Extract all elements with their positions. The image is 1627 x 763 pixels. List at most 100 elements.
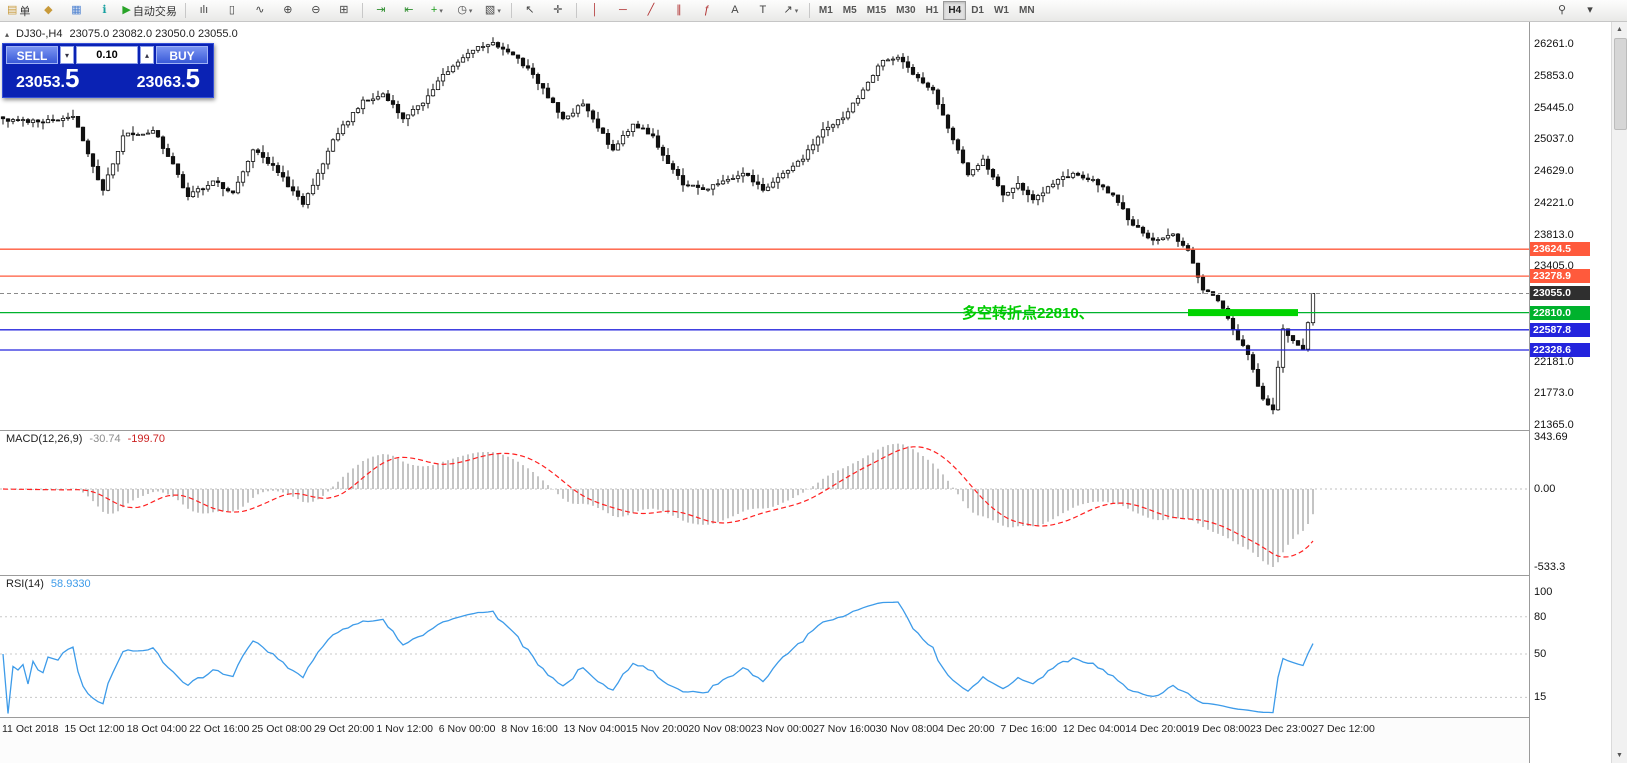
profiles-button[interactable]: ◆ [34, 1, 62, 21]
volume-input[interactable] [76, 46, 138, 64]
resistance-line-upper-tag: 23624.5 [1530, 242, 1590, 257]
macd-axis-label: 0.00 [1534, 483, 1556, 495]
candlestick-button[interactable]: ▯ [218, 1, 246, 21]
time-axis-label: 7 Dec 16:00 [1000, 723, 1058, 735]
autotrading-button[interactable]: ▶ 自动交易 [118, 1, 180, 21]
volume-decrease-icon: ▾ [64, 50, 69, 60]
buy-button[interactable]: BUY [156, 46, 208, 64]
label-button[interactable]: T [749, 1, 777, 21]
scroll-down-button[interactable]: ▼ [1612, 748, 1627, 763]
search-icon: ⚲ [1557, 4, 1567, 16]
price-axis[interactable]: 26261.0 25853.0 25445.0 25037.0 24629.0 24221… [1529, 22, 1611, 763]
periods-button[interactable]: ◷ ▾ [451, 1, 479, 21]
line-chart-button[interactable]: ∿ [246, 1, 274, 21]
vertical-scrollbar[interactable]: ▲ ▼ [1611, 22, 1627, 763]
buy-price-pip: 5 [185, 63, 200, 93]
price-axis-label: 25445.0 [1534, 101, 1574, 114]
rsi-axis-label: 15 [1534, 691, 1547, 704]
sell-price: 23053.5 [16, 65, 79, 92]
chart-area: ▴ DJ30-,H4 23075.0 23082.0 23050.0 23055… [0, 22, 1627, 763]
chart-shift-button[interactable]: ⇤ [395, 1, 423, 21]
text-icon: A [731, 4, 739, 16]
price-axis-label: 22181.0 [1534, 355, 1574, 368]
fibonacci-button[interactable]: ƒ [693, 1, 721, 21]
rsi-panel-splitter[interactable] [0, 575, 1611, 576]
data-window-icon: ℹ [102, 4, 107, 16]
current-price-tag: 23055.0 [1530, 286, 1590, 301]
chart-canvas[interactable] [0, 22, 1529, 763]
rsi-name: RSI(14) [6, 578, 44, 590]
support-line-upper-tag: 22587.8 [1530, 322, 1590, 337]
cursor-icon: ↖ [525, 4, 535, 16]
tile-windows-icon: ⊞ [339, 4, 349, 16]
rsi-indicator-label: RSI(14) 58.9330 [6, 578, 91, 590]
macd-axis-label: 343.69 [1534, 431, 1568, 443]
macd-name: MACD(12,26,9) [6, 433, 83, 445]
volume-increase-button[interactable]: ▴ [140, 46, 154, 64]
volume-decrease-button[interactable]: ▾ [60, 46, 74, 64]
tile-windows-button[interactable]: ⊞ [330, 1, 358, 21]
buy-price-main: 23063. [136, 74, 186, 91]
toolbar-options-button[interactable]: ▾ [1576, 1, 1604, 21]
sell-button[interactable]: SELL [6, 46, 58, 64]
timeframe-mn-button[interactable]: MN [1018, 5, 1035, 16]
timeframe-m1-button[interactable]: M1 [818, 5, 833, 16]
scroll-down-icon: ▼ [1616, 752, 1623, 759]
main-toolbar: ▤ 单 ◆ ▦ ℹ ▶ 自动交易 ılı ▯ ∿ ⊕ ⊖ ⊞ ⇥ ⇤ + ▾ ◷ ▾ ▧ ▾ ↖ ✛ │ ─ ╱ ∥ ƒ A T ↗ ▾ M1 M… [0, 0, 1627, 22]
rsi-axis-label: 100 [1534, 586, 1553, 598]
trendline-button[interactable]: ╱ [637, 1, 665, 21]
price-axis-label: 21773.0 [1534, 387, 1574, 400]
price-axis-label: 21365.0 [1534, 419, 1574, 431]
zoom-in-button[interactable]: ⊕ [274, 1, 302, 21]
one-click-collapse-button[interactable]: ▴ [5, 29, 10, 39]
timeframe-m30-button[interactable]: M30 [896, 5, 916, 16]
timeframe-h1-button[interactable]: H1 [925, 5, 939, 16]
text-button[interactable]: A [721, 1, 749, 21]
periods-dropdown-icon: ▾ [468, 7, 473, 15]
timeframe-m5-button[interactable]: M5 [842, 5, 857, 16]
price-axis-label: 24221.0 [1534, 196, 1574, 209]
insert-indicator-button[interactable]: + ▾ [423, 1, 451, 21]
bar-chart-button[interactable]: ılı [190, 1, 218, 21]
time-axis[interactable]: 11 Oct 2018 15 Oct 12:00 18 Oct 04:00 22 Oc… [0, 717, 1611, 763]
time-axis-label: 30 Nov 08:00 [875, 723, 939, 735]
templates-icon: ▧ [484, 4, 496, 16]
data-window-button[interactable]: ℹ [90, 1, 118, 21]
templates-dropdown-icon: ▾ [497, 7, 501, 15]
chart-symbol-label: DJ30-,H4 [16, 28, 63, 40]
timeframe-w1-button[interactable]: W1 [993, 5, 1009, 16]
crosshair-button[interactable]: ✛ [544, 1, 572, 21]
vertical-line-button[interactable]: │ [581, 1, 609, 21]
shapes-button[interactable]: ↗ ▾ [777, 1, 805, 21]
cursor-button[interactable]: ↖ [516, 1, 544, 21]
price-axis-label: 26261.0 [1534, 38, 1574, 50]
shapes-icon: ↗ [783, 4, 793, 16]
annotation-text[interactable]: 多空转折点22810、 [962, 305, 1094, 322]
timeframe-h4-button[interactable]: H4 [943, 1, 967, 20]
timeframe-d1-button[interactable]: D1 [971, 5, 984, 16]
toolbar-options-icon: ▾ [1587, 4, 1593, 16]
autotrading-icon: ▶ [122, 4, 131, 16]
horizontal-line-button[interactable]: ─ [609, 1, 637, 21]
timeframe-m15-button[interactable]: M15 [866, 5, 887, 16]
insert-indicator-icon: + [430, 4, 438, 16]
zoom-out-button[interactable]: ⊖ [302, 1, 330, 21]
time-axis-label: 15 Nov 20:00 [626, 723, 689, 735]
scroll-up-button[interactable]: ▲ [1612, 22, 1627, 37]
search-button[interactable]: ⚲ [1548, 1, 1576, 21]
sell-price-main: 23053. [16, 74, 65, 91]
market-watch-button[interactable]: ▦ [62, 1, 90, 21]
chart-shift-icon: ⇤ [404, 4, 414, 16]
scrollbar-thumb[interactable] [1614, 38, 1627, 130]
auto-scroll-button[interactable]: ⇥ [367, 1, 395, 21]
toolbar-separator [575, 3, 577, 18]
channel-button[interactable]: ∥ [665, 1, 693, 21]
label-icon: T [759, 4, 767, 16]
time-axis-label: 14 Dec 20:00 [1125, 723, 1188, 735]
macd-panel-splitter[interactable] [0, 430, 1611, 431]
new-order-button[interactable]: ▤ 单 [3, 1, 34, 21]
price-axis-label: 25853.0 [1534, 69, 1574, 82]
templates-button[interactable]: ▧ ▾ [479, 1, 507, 21]
time-axis-label: 6 Nov 00:00 [438, 723, 496, 735]
